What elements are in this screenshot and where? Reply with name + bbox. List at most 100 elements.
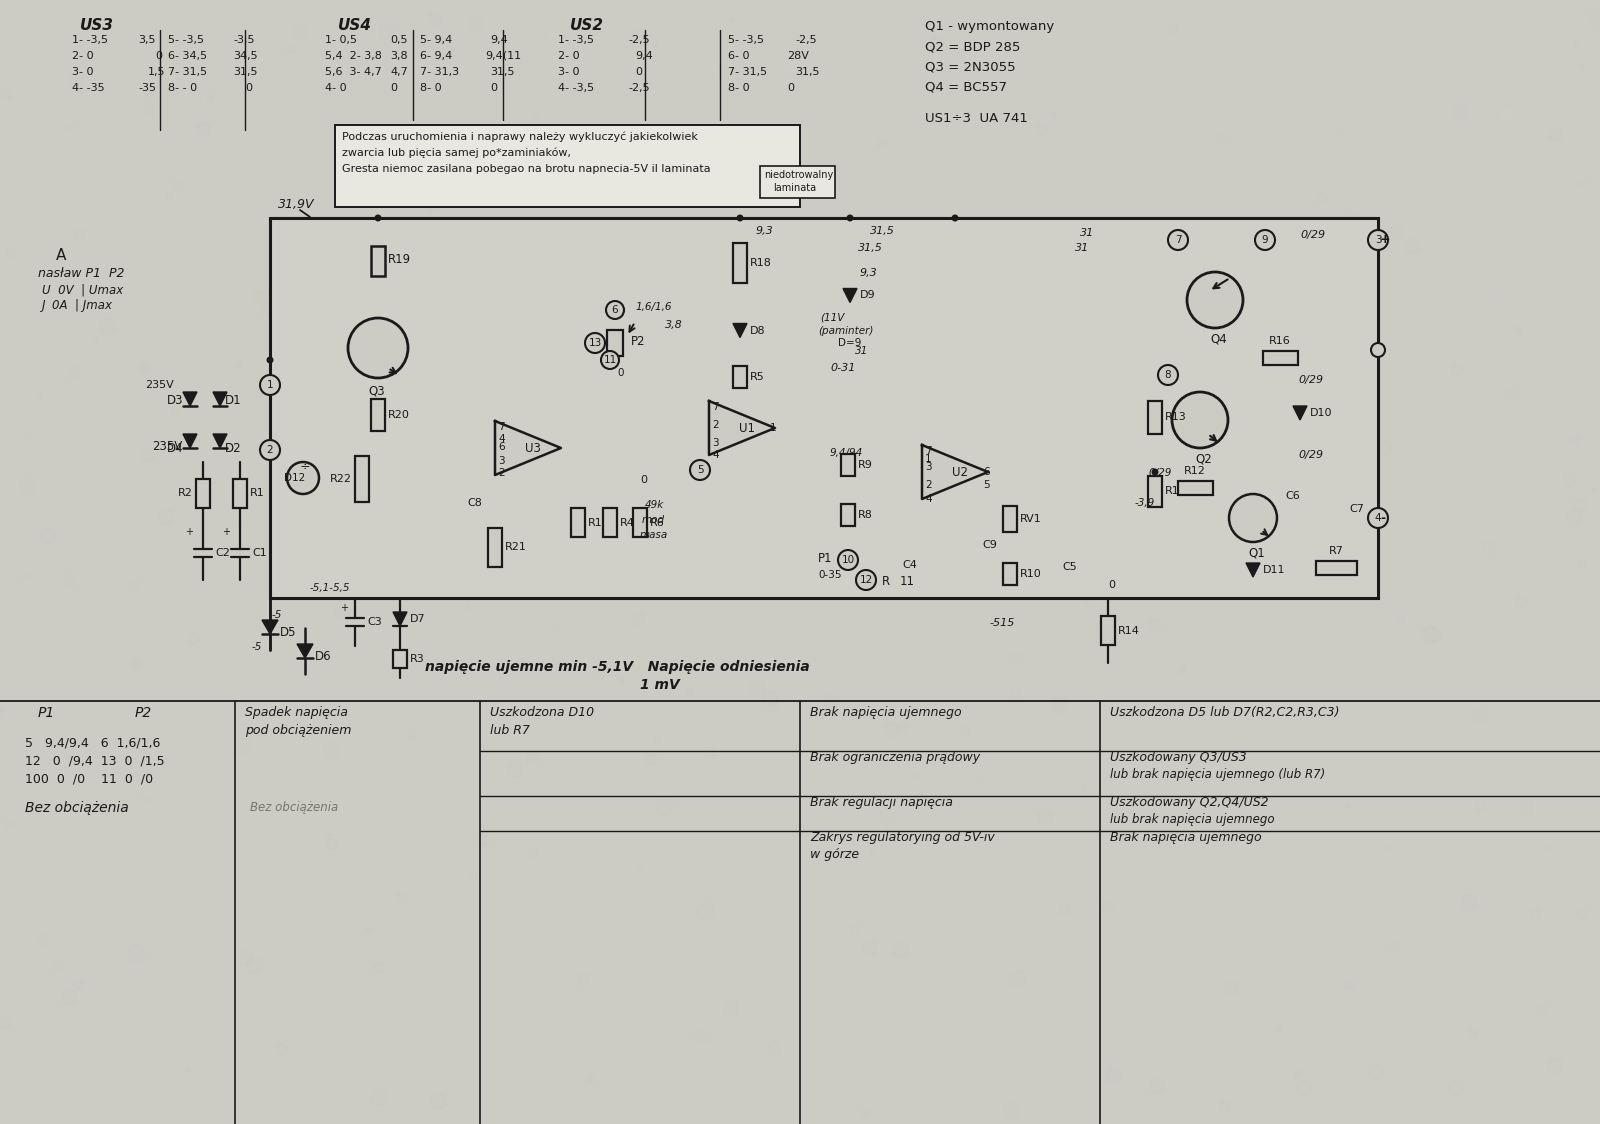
Text: 4- -3,5: 4- -3,5 [558,83,594,93]
Text: 9,4(11: 9,4(11 [485,51,522,61]
Text: Brak regulacji napięcia: Brak regulacji napięcia [810,796,954,809]
Text: R4: R4 [621,517,635,527]
Text: 3: 3 [712,438,718,448]
Circle shape [374,215,381,221]
Text: 2- 0: 2- 0 [72,51,94,61]
Text: -5,1-5,5: -5,1-5,5 [310,583,350,593]
Text: 4: 4 [1374,513,1381,523]
Text: 5,6  3- 4,7: 5,6 3- 4,7 [325,67,382,78]
Text: D9: D9 [861,290,875,300]
Text: RV1: RV1 [1021,514,1042,524]
Bar [760,166,835,198]
Text: 7- 31,5: 7- 31,5 [728,67,766,78]
Text: 6: 6 [982,466,990,477]
Text: 5   9,4/9,4   6  1,6/1,6: 5 9,4/9,4 6 1,6/1,6 [26,736,160,749]
Text: Zakrys regulatorying od 5V-iv: Zakrys regulatorying od 5V-iv [810,831,995,844]
Circle shape [1229,495,1277,542]
Circle shape [586,333,605,353]
Bar [488,528,502,566]
Bar [394,651,406,668]
Text: 3: 3 [498,456,504,466]
Text: 4: 4 [712,450,718,460]
Text: R3: R3 [410,654,424,664]
Text: 31,5: 31,5 [870,226,894,236]
Text: 8: 8 [1165,370,1171,380]
Circle shape [1171,392,1229,448]
Bar [603,508,618,537]
Polygon shape [709,401,774,455]
Text: C8: C8 [467,498,482,508]
Text: -515: -515 [990,618,1016,628]
Text: 0: 0 [390,83,397,93]
Text: R20: R20 [387,410,410,420]
Text: Q2 = BDP 285: Q2 = BDP 285 [925,40,1021,53]
Text: 31: 31 [1080,228,1094,238]
Text: 0-35: 0-35 [818,570,842,580]
Text: Gresta niemoc zasilana pobegao na brotu napnecia-5V il laminata: Gresta niemoc zasilana pobegao na brotu … [342,164,710,174]
Circle shape [259,439,280,460]
Text: 7- 31,3: 7- 31,3 [419,67,459,78]
Text: 0/29: 0/29 [1298,375,1323,386]
Circle shape [1371,343,1386,357]
Text: 6- 9,4: 6- 9,4 [419,51,453,61]
Text: C9: C9 [982,540,997,550]
Bar [1149,400,1162,434]
Text: 1: 1 [267,380,274,390]
Text: 5,4  2- 3,8: 5,4 2- 3,8 [325,51,382,61]
Text: R17: R17 [589,517,610,527]
Text: 4- 0: 4- 0 [325,83,347,93]
Text: Q3 = 2N3055: Q3 = 2N3055 [925,60,1016,73]
Bar [1149,477,1162,507]
Text: C7: C7 [1349,504,1363,514]
Text: 5- -3,5: 5- -3,5 [728,35,765,45]
Bar [371,399,386,430]
Text: 2: 2 [712,420,718,430]
Text: -5: -5 [272,610,282,620]
Text: 10: 10 [842,555,854,565]
Text: 28V: 28V [787,51,810,61]
Text: D7: D7 [410,614,426,624]
Text: 1- -3,5: 1- -3,5 [72,35,109,45]
Bar [334,125,800,207]
Circle shape [838,550,858,570]
Text: Q2: Q2 [1195,452,1211,465]
Text: 0/29: 0/29 [1299,230,1325,241]
Text: 0: 0 [640,475,646,484]
Circle shape [349,318,408,378]
Text: 0: 0 [1107,580,1115,590]
Text: Uszkodowany Q3/US3: Uszkodowany Q3/US3 [1110,751,1246,764]
Text: 4,7: 4,7 [390,67,408,78]
Text: 6- 34,5: 6- 34,5 [168,51,206,61]
Text: 8- 0: 8- 0 [419,83,442,93]
Circle shape [690,460,710,480]
Text: 34,5: 34,5 [234,51,258,61]
Text: napięcie ujemne min -5,1V   Napięcie odniesienia: napięcie ujemne min -5,1V Napięcie odnie… [426,660,810,674]
Text: 9,4: 9,4 [490,35,507,45]
Text: Q1: Q1 [1248,546,1264,559]
Text: R15: R15 [1165,487,1187,497]
Bar [270,218,1378,598]
Text: Brak napięcia ujemnego: Brak napięcia ujemnego [810,706,962,719]
Text: C6: C6 [1285,491,1299,501]
Text: 8- - 0: 8- - 0 [168,83,197,93]
Text: laminata: laminata [773,183,816,193]
Bar [1003,506,1018,532]
Circle shape [1254,230,1275,250]
Text: 31,5: 31,5 [858,243,883,253]
Text: 31,5: 31,5 [490,67,515,78]
Text: Q4: Q4 [1210,332,1227,345]
Bar [842,454,854,477]
Bar [195,479,210,508]
Text: 3,8: 3,8 [666,320,683,330]
Text: R7: R7 [1330,546,1344,556]
Text: R22: R22 [330,474,352,484]
Text: 0/29: 0/29 [1298,450,1323,460]
Text: 5: 5 [696,465,704,475]
Text: D8: D8 [750,326,766,335]
Text: 8- 0: 8- 0 [728,83,750,93]
Text: ÷: ÷ [299,460,310,473]
Text: 235V: 235V [152,439,182,453]
Text: 31,5: 31,5 [795,67,819,78]
Text: R13: R13 [1165,413,1187,423]
Text: 1: 1 [770,423,776,433]
